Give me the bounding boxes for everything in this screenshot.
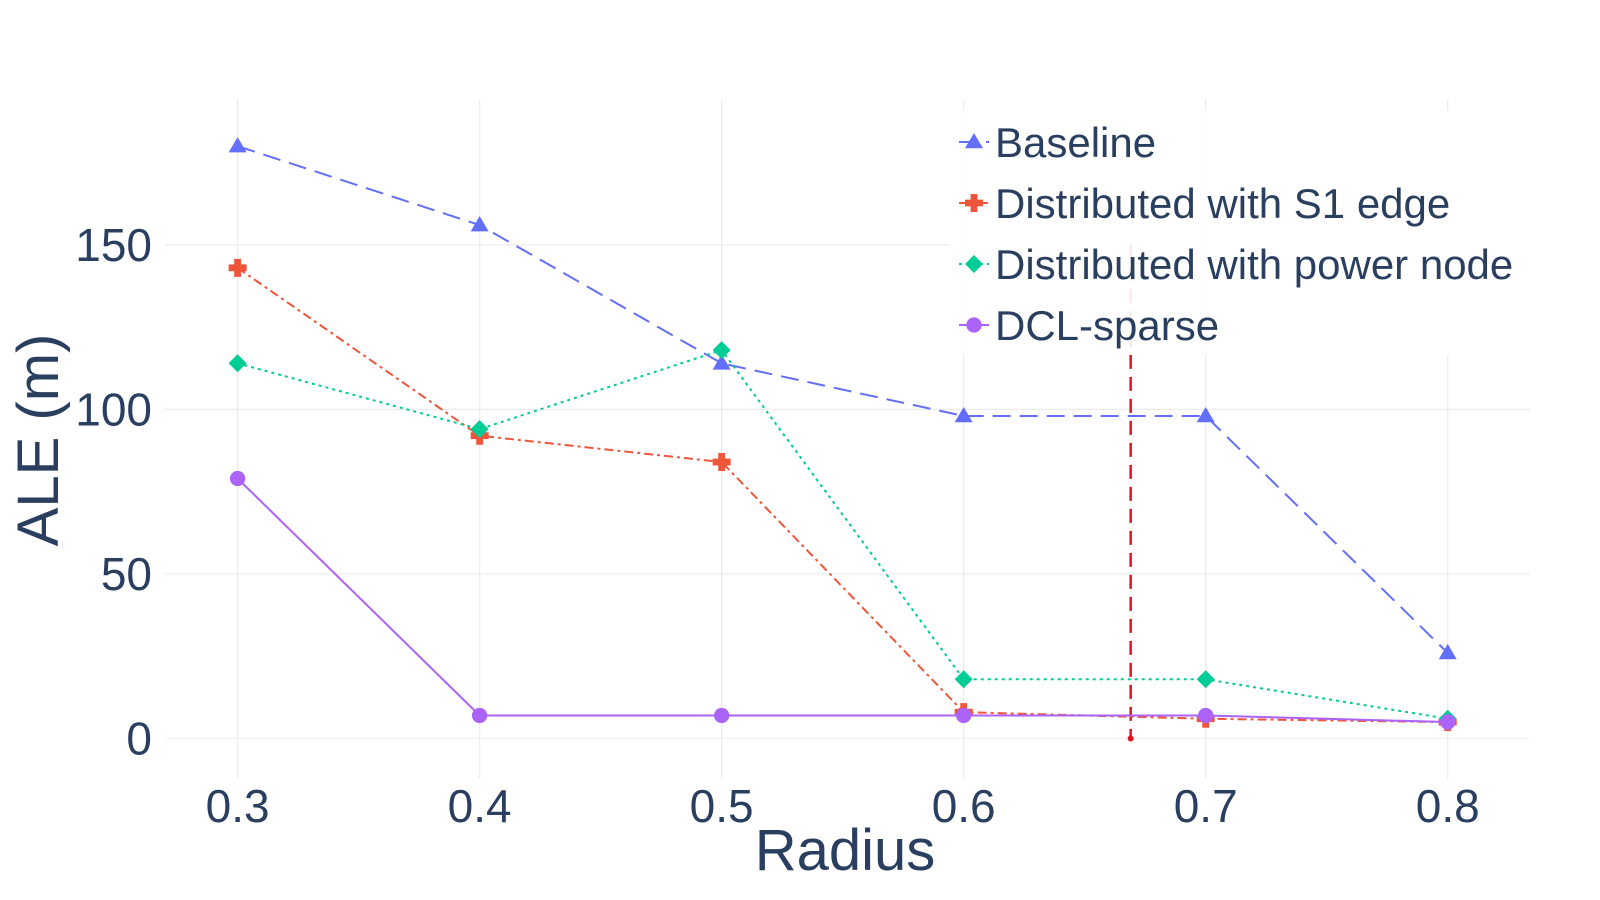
legend-label: DCL-sparse <box>995 302 1219 349</box>
data-point-triangle <box>1438 643 1457 660</box>
x-tick-label: 0.6 <box>932 780 996 832</box>
series-line <box>237 145 1449 654</box>
series-line <box>237 348 1448 720</box>
series-distributed-with-power-node <box>228 341 1457 728</box>
y-tick-label: 150 <box>75 219 152 271</box>
data-point-diamond <box>228 354 247 373</box>
data-point-triangle <box>228 137 247 153</box>
x-tick-label: 0.8 <box>1416 780 1480 832</box>
x-axis-title: Radius <box>755 818 936 883</box>
data-point-triangle <box>470 216 489 232</box>
legend-item: Distributed with power node <box>959 241 1513 288</box>
data-point-circle <box>966 317 982 333</box>
data-point-diamond <box>470 420 489 439</box>
data-point-triangle <box>712 354 731 370</box>
annotations <box>1127 244 1134 742</box>
data-point-triangle <box>965 133 983 149</box>
data-point-diamond <box>954 670 973 689</box>
data-point-triangle <box>1196 406 1215 423</box>
legend-label: Distributed with S1 edge <box>995 180 1450 227</box>
data-point-cross <box>965 194 983 212</box>
series-baseline <box>228 137 1457 660</box>
legend-label: Distributed with power node <box>995 241 1513 288</box>
y-tick-label: 100 <box>75 383 152 435</box>
legend-label: Baseline <box>995 119 1156 166</box>
legend-item: Distributed with S1 edge <box>959 180 1450 227</box>
data-point-cross <box>228 258 247 277</box>
data-point-diamond <box>1196 670 1215 689</box>
legend-item: DCL-sparse <box>959 302 1219 349</box>
x-tick-label: 0.4 <box>448 780 512 832</box>
data-point-circle <box>713 707 730 724</box>
data-point-diamond <box>712 341 731 360</box>
data-point-cross <box>712 453 731 472</box>
x-tick-label: 0.5 <box>690 780 754 832</box>
series-dcl-sparse <box>229 470 1456 730</box>
x-tick-label: 0.7 <box>1174 780 1238 832</box>
data-point-triangle <box>954 406 973 423</box>
data-point-circle <box>956 707 972 724</box>
data-point-circle <box>471 707 488 724</box>
x-tick-label: 0.3 <box>206 780 270 832</box>
legend-item: Baseline <box>959 119 1156 166</box>
data-point-circle <box>1440 714 1456 730</box>
reference-line-end <box>1127 735 1134 742</box>
legend: Baseline Distributed with S1 edge Distribu… <box>950 110 1548 355</box>
legend-background <box>950 110 1548 355</box>
x-tick-labels: 0.3 0.4 0.5 0.6 0.7 0.8 <box>206 780 1480 832</box>
data-point-circle <box>229 470 246 487</box>
data-point-circle <box>1198 707 1214 724</box>
y-tick-labels: 0 50 100 150 <box>75 219 152 765</box>
data-point-diamond <box>965 255 983 273</box>
series-line <box>236 477 1448 724</box>
y-tick-label: 0 <box>126 713 152 765</box>
series-line <box>237 267 1448 724</box>
y-axis-title: ALE (m) <box>6 334 71 547</box>
series-group <box>228 137 1457 732</box>
y-tick-label: 50 <box>101 548 152 600</box>
